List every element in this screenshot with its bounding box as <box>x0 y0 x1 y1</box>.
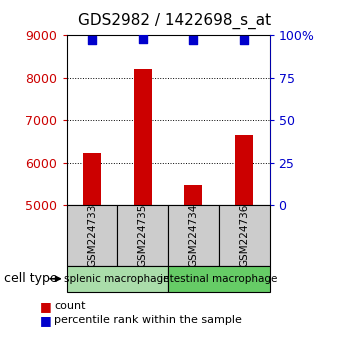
Text: GSM224734: GSM224734 <box>188 204 198 267</box>
Text: percentile rank within the sample: percentile rank within the sample <box>54 315 242 325</box>
Text: intestinal macrophage: intestinal macrophage <box>160 274 278 284</box>
Point <box>190 38 196 43</box>
Text: ■: ■ <box>40 314 52 327</box>
Bar <box>117 205 168 266</box>
Text: count: count <box>54 301 86 311</box>
Text: GSM224735: GSM224735 <box>138 204 148 267</box>
Bar <box>235 135 253 205</box>
Text: ■: ■ <box>40 300 52 313</box>
Text: cell type: cell type <box>4 272 57 285</box>
Text: GSM224733: GSM224733 <box>87 204 97 267</box>
Text: splenic macrophage: splenic macrophage <box>64 274 170 284</box>
Bar <box>168 266 270 292</box>
Bar <box>66 205 117 266</box>
Point <box>89 38 95 43</box>
Text: GSM224736: GSM224736 <box>239 204 249 267</box>
Bar <box>168 205 219 266</box>
Bar <box>134 69 152 205</box>
Bar <box>83 153 101 205</box>
Bar <box>219 205 270 266</box>
Bar <box>66 266 168 292</box>
Bar <box>184 185 202 205</box>
Point <box>241 38 247 43</box>
Text: GDS2982 / 1422698_s_at: GDS2982 / 1422698_s_at <box>78 12 272 29</box>
Point <box>140 36 146 42</box>
